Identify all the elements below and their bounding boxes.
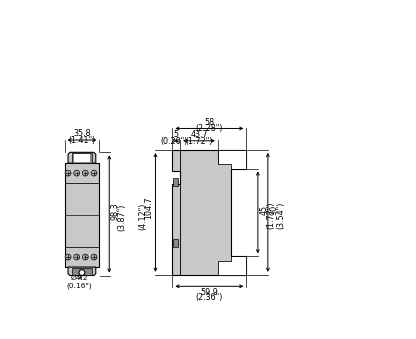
Bar [72,153,92,163]
Text: (1.41"): (1.41") [68,136,96,145]
Circle shape [82,254,88,260]
Polygon shape [218,150,246,168]
Circle shape [79,270,85,276]
Text: 90: 90 [270,205,278,215]
Text: 59.9: 59.9 [201,288,218,297]
Polygon shape [172,150,246,275]
Text: 45: 45 [260,205,268,215]
Circle shape [65,170,71,176]
Text: 98.3: 98.3 [110,202,119,220]
Text: (1.77"): (1.77") [266,202,275,229]
Bar [173,239,178,247]
Text: 104.7: 104.7 [144,197,154,219]
Text: (2.36"): (2.36") [196,293,223,302]
Circle shape [91,170,97,176]
Text: Ø4.2
(0.16"): Ø4.2 (0.16") [67,275,92,288]
Bar [74,154,90,162]
Text: (2.28"): (2.28") [196,124,223,134]
Text: (3.54"): (3.54") [276,202,285,229]
Circle shape [82,170,88,176]
Circle shape [74,254,79,260]
Bar [64,163,99,267]
Bar [72,268,92,275]
Circle shape [65,254,71,260]
Circle shape [74,170,79,176]
Polygon shape [68,267,96,276]
Text: 5: 5 [173,130,179,139]
Bar [173,178,178,186]
Polygon shape [218,256,246,275]
Circle shape [91,254,97,260]
Text: 35.8: 35.8 [73,129,91,138]
Text: 58: 58 [204,118,214,127]
Text: (3.87"): (3.87") [118,204,127,232]
Text: (4.12"): (4.12") [138,203,147,230]
Polygon shape [68,152,96,163]
Text: (0.20"): (0.20") [160,137,188,146]
Text: 43.7: 43.7 [190,130,208,139]
Text: (1.72"): (1.72") [185,137,213,146]
